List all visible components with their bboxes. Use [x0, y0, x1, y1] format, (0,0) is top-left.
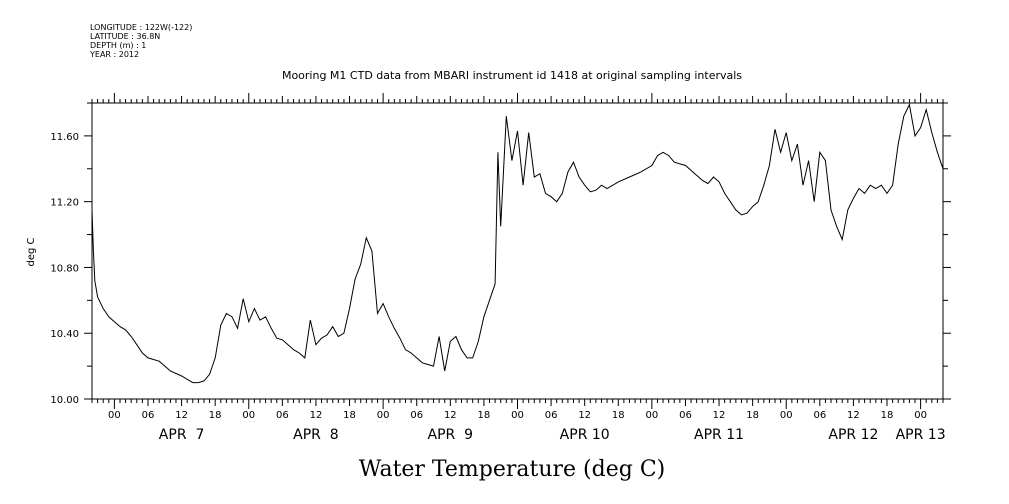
y-tick-label: 11.20 [50, 198, 79, 209]
x-tick-label: 00 [108, 410, 121, 421]
x-tick-label: 18 [612, 410, 625, 421]
x-tick-label: 06 [545, 410, 558, 421]
day-label: APR 12 [828, 427, 878, 443]
meta-year: YEAR : 2012 [89, 50, 139, 59]
day-label: APR 7 [159, 427, 205, 443]
day-label: APR 9 [428, 427, 474, 443]
plot-frame [91, 102, 944, 400]
x-tick-label: 12 [175, 410, 188, 421]
x-tick-label: 00 [646, 410, 659, 421]
x-tick-label: 06 [679, 410, 692, 421]
y-tick-label: 11.60 [50, 132, 79, 143]
ticks-layer [84, 93, 951, 409]
chart-title: Mooring M1 CTD data from MBARI instrumen… [282, 69, 742, 82]
x-tick-label: 06 [813, 410, 826, 421]
x-tick-label: 00 [780, 410, 793, 421]
day-label: APR 8 [293, 427, 339, 443]
x-tick-labels: 00 06 12 18 00 06 12 18 00 06 12 18 00 06 12 18 00 06 12 18… [108, 410, 927, 421]
meta-depth: DEPTH (m) : 1 [90, 41, 146, 50]
x-tick-label: 00 [511, 410, 524, 421]
y-tick-label: 10.00 [50, 395, 79, 406]
x-tick-label: 00 [914, 410, 927, 421]
meta-latitude: LATITUDE : 36.8N [90, 32, 160, 41]
x-tick-label: 06 [142, 410, 155, 421]
day-label: APR 11 [694, 427, 744, 443]
y-axis-label: deg C [26, 237, 37, 266]
metadata-block: LONGITUDE : 122W(-122) LATITUDE : 36.8N … [89, 23, 192, 59]
y-tick-label: 10.80 [50, 263, 79, 274]
y-tick-label: 10.40 [50, 329, 79, 340]
x-tick-label: 18 [209, 410, 222, 421]
x-tick-label: 12 [578, 410, 591, 421]
day-label: APR 10 [560, 427, 610, 443]
x-tick-label: 18 [478, 410, 491, 421]
x-axis-label: Water Temperature (deg C) [359, 457, 666, 482]
x-tick-label: 06 [410, 410, 423, 421]
x-tick-label: 12 [310, 410, 323, 421]
x-tick-label: 00 [377, 410, 390, 421]
x-tick-label: 12 [444, 410, 457, 421]
x-tick-label: 18 [881, 410, 894, 421]
x-tick-label: 12 [713, 410, 726, 421]
day-labels: APR 7 APR 8 APR 9 APR 10 APR 11 APR 12 APR 13 [159, 427, 946, 443]
x-tick-label: 18 [746, 410, 759, 421]
day-label: APR 13 [896, 427, 946, 443]
x-tick-label: 18 [343, 410, 356, 421]
y-tick-labels: 10.00 10.40 10.80 11.20 11.60 [50, 132, 79, 406]
x-tick-label: 00 [242, 410, 255, 421]
x-tick-label: 06 [276, 410, 289, 421]
meta-longitude: LONGITUDE : 122W(-122) [90, 23, 192, 32]
x-tick-label: 12 [847, 410, 860, 421]
series-line-water-temperature [91, 102, 944, 384]
